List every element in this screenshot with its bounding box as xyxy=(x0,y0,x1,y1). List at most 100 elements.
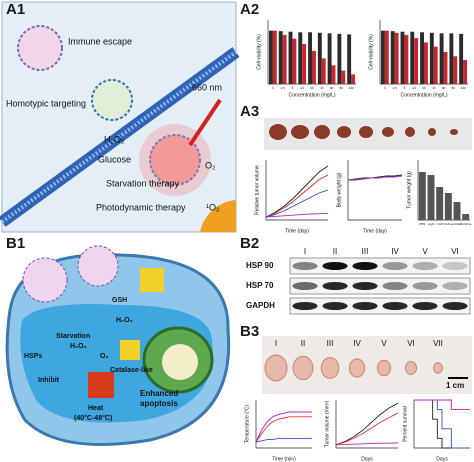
x-tick-label: mCGP+L xyxy=(459,222,472,226)
x-tick-label: 2.5 xyxy=(393,86,398,90)
y-axis-label: Percent survival xyxy=(402,406,408,442)
label: Inhibit xyxy=(38,377,60,384)
band xyxy=(292,302,318,310)
band xyxy=(412,282,438,290)
bar xyxy=(298,32,303,84)
label: Glucose xyxy=(98,154,131,164)
bar xyxy=(302,44,307,84)
bar xyxy=(444,193,452,220)
band xyxy=(382,282,408,290)
group-label: III xyxy=(327,339,334,348)
label: GSH xyxy=(112,297,127,304)
label: 660 nm xyxy=(192,82,222,92)
x-tick-label: 80 xyxy=(452,86,456,90)
bar xyxy=(400,31,405,84)
bar xyxy=(459,33,464,84)
bar xyxy=(351,74,356,84)
lane-label: IV xyxy=(391,247,399,256)
lane-label: I xyxy=(304,247,306,256)
label: HSPs xyxy=(24,353,42,360)
bar xyxy=(268,30,273,85)
group-label: II xyxy=(301,339,305,348)
x-tick-label: Light xyxy=(428,222,435,226)
band xyxy=(292,262,318,270)
group-label: VI xyxy=(407,339,415,348)
panel-label: A2 xyxy=(240,1,259,18)
label: O₂ xyxy=(205,160,216,170)
band xyxy=(322,302,348,310)
line xyxy=(265,212,329,218)
bar xyxy=(288,31,293,84)
band xyxy=(322,282,348,290)
x-tick-label: 5 xyxy=(292,86,294,90)
cube xyxy=(140,268,164,292)
band xyxy=(412,302,438,310)
line xyxy=(347,174,403,181)
group-label: V xyxy=(381,339,387,348)
label: Catalase-like xyxy=(110,367,153,374)
y-axis-label: Tumor weight (g) xyxy=(406,171,412,209)
membrane-inner xyxy=(0,50,238,224)
row-label: GAPDH xyxy=(246,301,275,310)
line xyxy=(348,175,403,181)
row-label: HSP 70 xyxy=(246,281,274,290)
bar xyxy=(327,33,332,84)
x-tick-label: 40 xyxy=(320,86,324,90)
label: H₂O₂ xyxy=(70,343,87,350)
nanoparticle xyxy=(91,79,133,121)
x-tick-label: 60 xyxy=(330,86,334,90)
band xyxy=(292,282,318,290)
label: Immune escape xyxy=(68,36,132,46)
scale-bar-label: 1 cm xyxy=(446,381,464,390)
label: Enhanced xyxy=(140,389,178,398)
line xyxy=(265,165,329,218)
band xyxy=(442,262,468,270)
bar xyxy=(331,65,336,84)
label: Photodynamic therapy xyxy=(96,202,186,212)
band xyxy=(382,262,408,270)
heat-cube xyxy=(88,372,114,398)
label: ¹O₂ xyxy=(206,202,220,212)
bar xyxy=(433,46,438,84)
bar xyxy=(384,30,389,85)
line xyxy=(255,416,312,443)
line xyxy=(265,174,329,218)
x-tick-label: 0 xyxy=(384,86,386,90)
nanoparticle xyxy=(77,245,119,287)
bar xyxy=(380,30,385,85)
x-tick-label: 10 xyxy=(301,86,305,90)
y-axis-label: Cell viability (%) xyxy=(368,34,374,70)
bar xyxy=(394,32,399,84)
label: H₂O₂ xyxy=(104,134,125,144)
bar xyxy=(312,50,316,84)
band xyxy=(382,302,408,310)
bar xyxy=(449,33,454,84)
panel-label: B1 xyxy=(6,235,25,252)
group-label: I xyxy=(275,339,277,348)
band xyxy=(442,282,468,290)
tumor xyxy=(433,362,443,374)
x-tick-label: 5 xyxy=(404,86,406,90)
band xyxy=(352,302,378,310)
x-axis-label: Time (min) xyxy=(272,456,296,462)
band xyxy=(352,262,378,270)
line xyxy=(335,442,399,446)
lane-label: V xyxy=(422,247,428,256)
x-tick-label: 10 xyxy=(413,86,417,90)
cube xyxy=(120,340,140,360)
x-axis-label: Concentration (mg/L) xyxy=(401,92,448,98)
bar xyxy=(429,32,434,84)
nanoparticle xyxy=(22,257,68,303)
bar xyxy=(337,33,342,84)
label: apoptosis xyxy=(140,399,178,408)
x-tick-label: 2.5 xyxy=(281,86,286,90)
bar xyxy=(463,60,468,84)
y-axis-label: Tumor volume (mm³) xyxy=(324,400,330,447)
line xyxy=(335,402,399,446)
bar xyxy=(317,32,322,84)
line xyxy=(265,189,329,218)
bar xyxy=(347,34,352,84)
bar xyxy=(341,70,346,84)
label: H₂O₂ xyxy=(116,317,133,324)
bar xyxy=(308,32,312,84)
